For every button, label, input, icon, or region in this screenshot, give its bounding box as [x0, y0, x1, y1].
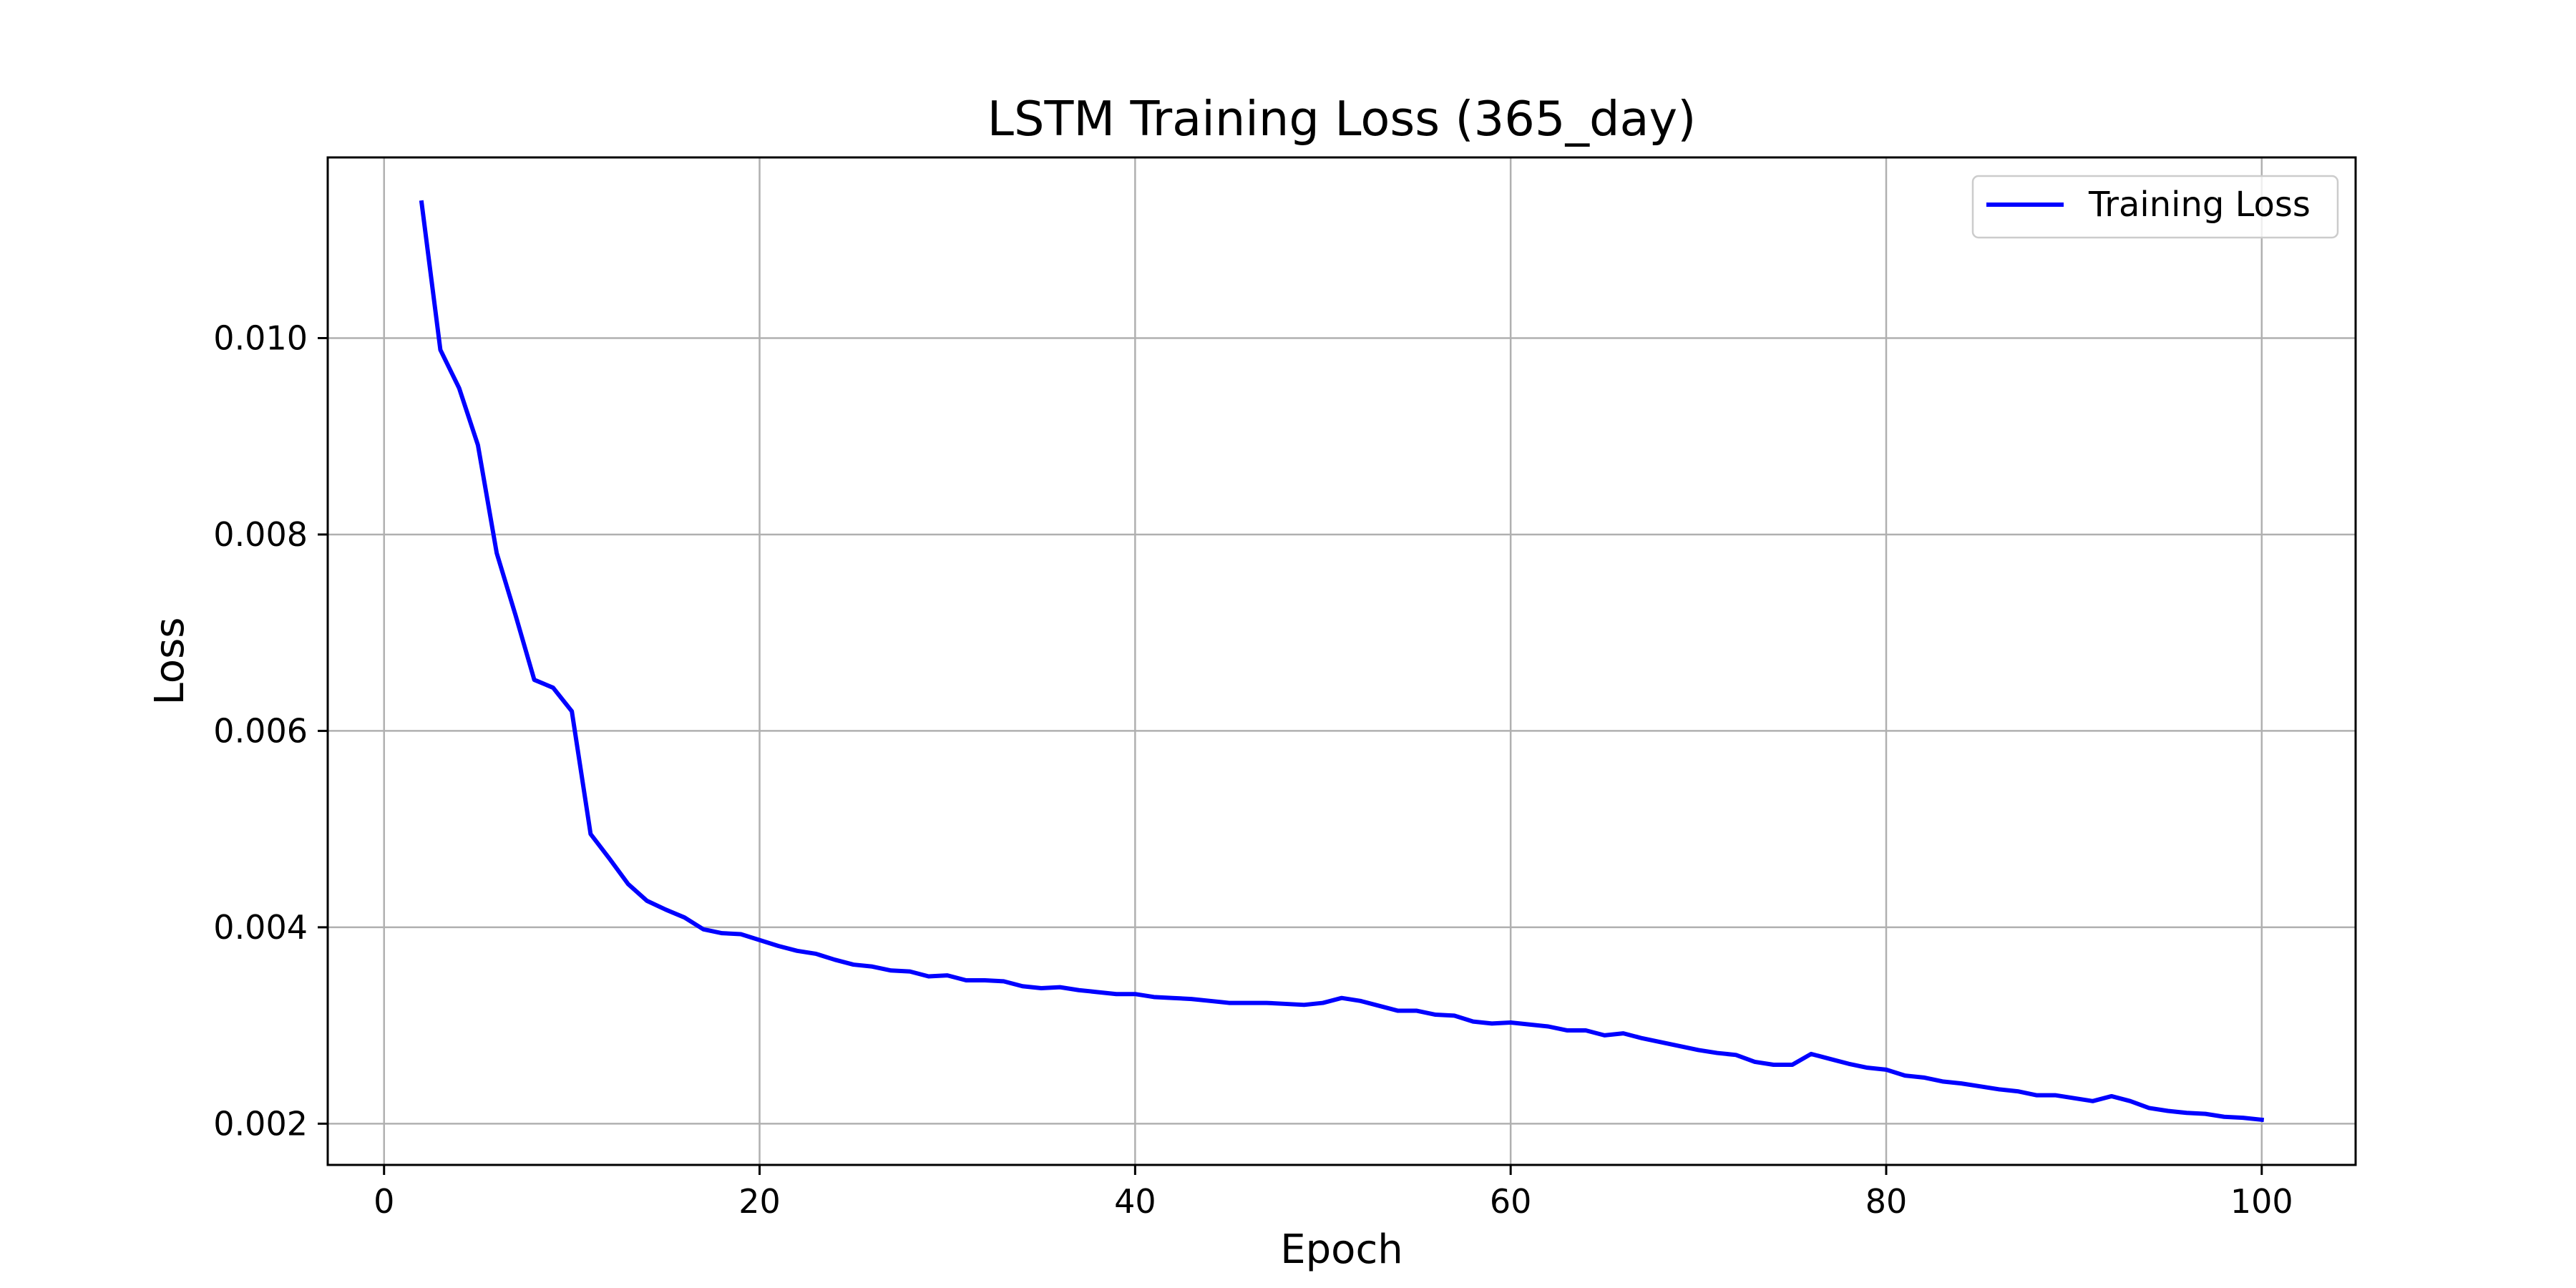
series-layer [419, 200, 2265, 1123]
x-tick-label: 40 [1114, 1182, 1156, 1221]
x-tick-label: 60 [1490, 1182, 1532, 1221]
x-tick-label: 80 [1865, 1182, 1908, 1221]
y-tick-label: 0.006 [213, 711, 308, 750]
grid-layer [328, 157, 2356, 1165]
y-tick-label: 0.004 [213, 908, 308, 947]
x-tick-label: 0 [374, 1182, 394, 1221]
legend-box [1971, 175, 2339, 239]
tick-layer: 0 20 40 60 80 100 0.002 0.004 0.006 0.008 0.010 [213, 319, 2293, 1221]
y-axis-title: Loss [147, 618, 193, 706]
chart-title: LSTM Training Loss (365_day) [987, 91, 1697, 147]
x-tick-label: 20 [738, 1182, 781, 1221]
y-tick-label: 0.008 [213, 515, 308, 554]
legend-label-training-loss: Training Loss [2088, 185, 2311, 225]
plot-frame [326, 156, 2357, 1166]
x-axis-title: Epoch [1280, 1226, 1402, 1273]
x-tick-label: 100 [2230, 1182, 2293, 1221]
y-tick-label: 0.002 [213, 1104, 308, 1143]
series-line-training-loss [419, 200, 2265, 1123]
y-tick-label: 0.010 [213, 319, 308, 358]
legend: Training Loss [1971, 175, 2339, 239]
